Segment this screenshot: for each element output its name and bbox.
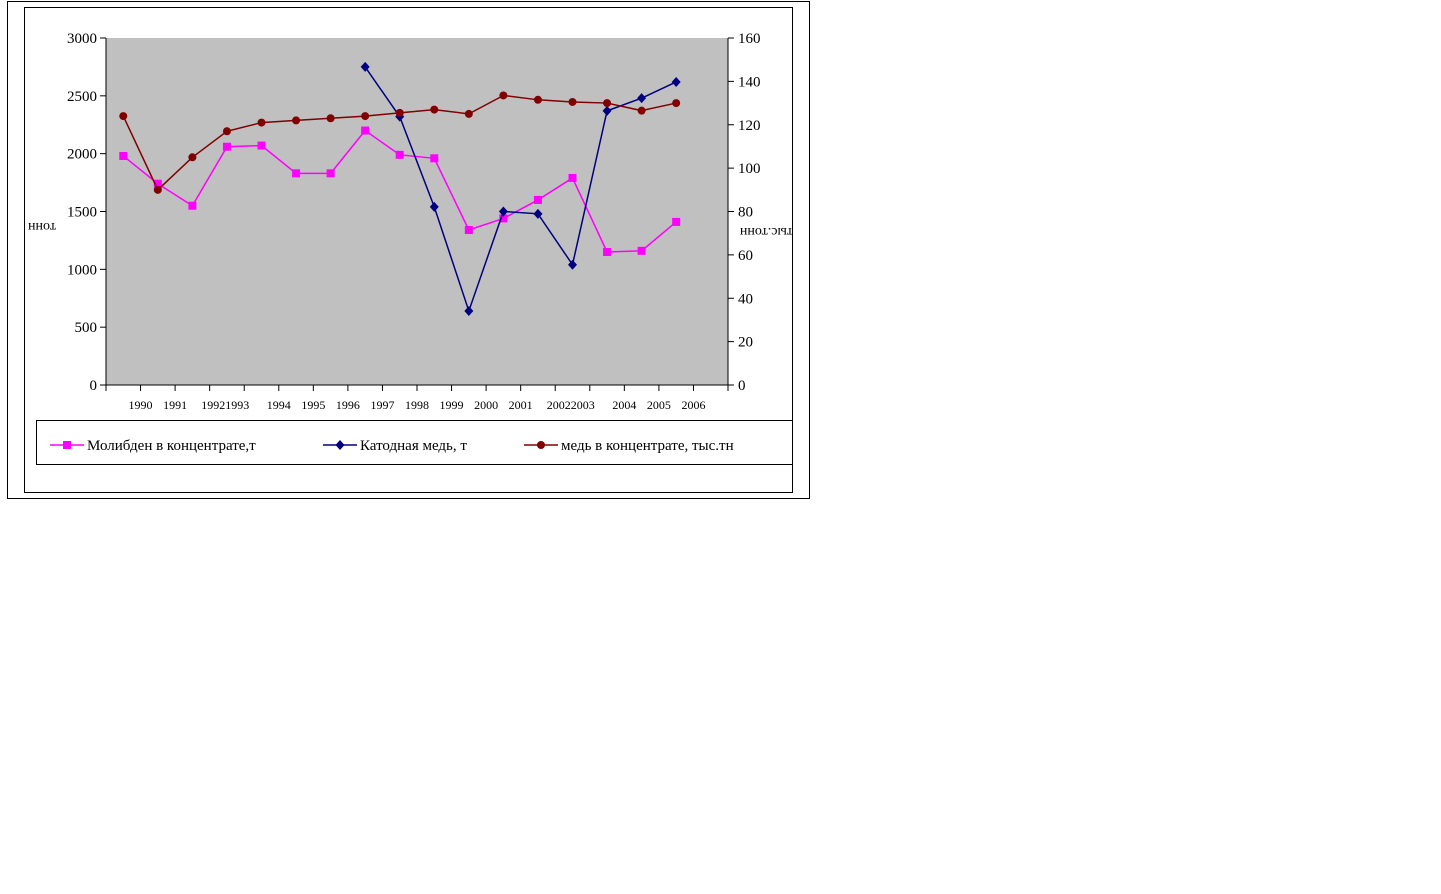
right-tick-label: 160 [738, 31, 761, 47]
x-tick-label: 1995 [301, 398, 325, 412]
data-point [153, 185, 162, 194]
x-tick-label: 2006 [681, 398, 705, 412]
right-tick-label: 60 [738, 248, 753, 264]
x-tick-label: 2000 [474, 398, 498, 412]
data-point [464, 109, 473, 118]
right-tick-label: 40 [738, 291, 753, 307]
legend-marker [335, 440, 345, 450]
data-point [464, 226, 473, 235]
data-point [533, 95, 542, 104]
data-point [568, 173, 577, 182]
x-tick-label: 1999 [440, 398, 464, 412]
data-point [257, 118, 266, 127]
x-axis-ticks: 1990 1991 19921993 1994 1995 1996 1997 1998 1999… [105, 385, 729, 412]
legend-entry-1: Молибден в концентрате,т [50, 438, 256, 454]
x-tick-label: 1996 [336, 398, 360, 412]
data-point [672, 99, 681, 108]
left-axis-ticks: 0 500 1000 1500 2000 2500 3000 [67, 31, 106, 394]
data-point [395, 150, 404, 159]
x-tick-label: 2001 [509, 398, 533, 412]
data-point [533, 195, 542, 204]
data-point [637, 246, 646, 255]
right-tick-label: 120 [738, 118, 761, 134]
data-point [188, 201, 197, 210]
data-point [672, 217, 681, 226]
x-tick-label: 2005 [647, 398, 671, 412]
right-axis-ticks: 0 20 40 60 80 100 120 140 160 [728, 31, 761, 394]
data-point [671, 76, 681, 87]
left-tick-label: 0 [90, 378, 98, 394]
x-tick-label: 1997 [370, 398, 394, 412]
data-point [603, 99, 612, 108]
legend-marker [63, 441, 71, 449]
left-tick-label: 2000 [67, 147, 97, 163]
x-tick-label: 2004 [612, 398, 636, 412]
legend-marker [537, 441, 545, 449]
left-axis-label: тонн [28, 219, 56, 234]
data-point [292, 169, 301, 178]
data-point [326, 114, 335, 123]
data-point [361, 126, 370, 135]
data-point [533, 208, 543, 219]
data-point [498, 206, 508, 217]
x-tick-label: 1998 [405, 398, 429, 412]
right-axis-label: тыс.тонн [739, 224, 793, 239]
data-point [119, 151, 128, 160]
x-tick-label: 20022003 [547, 398, 595, 412]
data-point [464, 305, 474, 316]
left-tick-label: 3000 [67, 31, 97, 47]
legend-box [36, 420, 793, 465]
series-line [364, 66, 677, 314]
legend: Молибден в концентрате,т Катодная медь, т… [50, 438, 734, 454]
data-point [257, 141, 266, 150]
legend-entry-3: медь в концентрате, тыс.тн [524, 438, 734, 454]
outer-frame [7, 1, 810, 499]
right-tick-label: 0 [738, 378, 746, 394]
data-point [430, 105, 439, 114]
right-tick-label: 20 [738, 335, 753, 351]
legend-entry-2: Катодная медь, т [323, 438, 467, 454]
legend-label: Молибден в концентрате,т [87, 438, 256, 454]
series-layer [119, 61, 681, 316]
data-point [119, 112, 128, 121]
data-point [188, 153, 197, 162]
left-tick-label: 500 [75, 320, 98, 336]
left-tick-label: 1500 [67, 205, 97, 221]
right-tick-label: 140 [738, 74, 761, 90]
x-tick-label: 1991 [163, 398, 187, 412]
left-tick-label: 1000 [67, 262, 97, 278]
data-point [222, 142, 231, 151]
data-point [430, 154, 439, 163]
legend-label: Катодная медь, т [360, 438, 467, 454]
legend-label: медь в концентрате, тыс.тн [561, 438, 734, 454]
data-point [326, 169, 335, 178]
data-point [153, 179, 162, 188]
data-point [292, 116, 301, 125]
data-point [222, 127, 231, 136]
series-1 [119, 126, 681, 256]
series-3 [119, 91, 681, 194]
data-point [499, 91, 508, 100]
data-point [568, 97, 577, 106]
data-point [603, 247, 612, 256]
x-tick-label: 1990 [129, 398, 153, 412]
right-tick-label: 100 [738, 161, 761, 177]
data-point [602, 105, 612, 116]
data-point [568, 259, 577, 270]
data-point [637, 106, 646, 115]
data-point [361, 112, 370, 121]
data-point [499, 214, 508, 223]
x-tick-label: 19921993 [201, 398, 249, 412]
data-point [637, 93, 647, 104]
data-point [395, 108, 404, 117]
data-point [429, 201, 439, 212]
x-tick-label: 1994 [267, 398, 291, 412]
data-point [360, 61, 370, 72]
chart-area-frame [24, 7, 793, 493]
left-tick-label: 2500 [67, 89, 97, 105]
plot-area [106, 38, 728, 385]
right-tick-label: 80 [738, 205, 753, 221]
